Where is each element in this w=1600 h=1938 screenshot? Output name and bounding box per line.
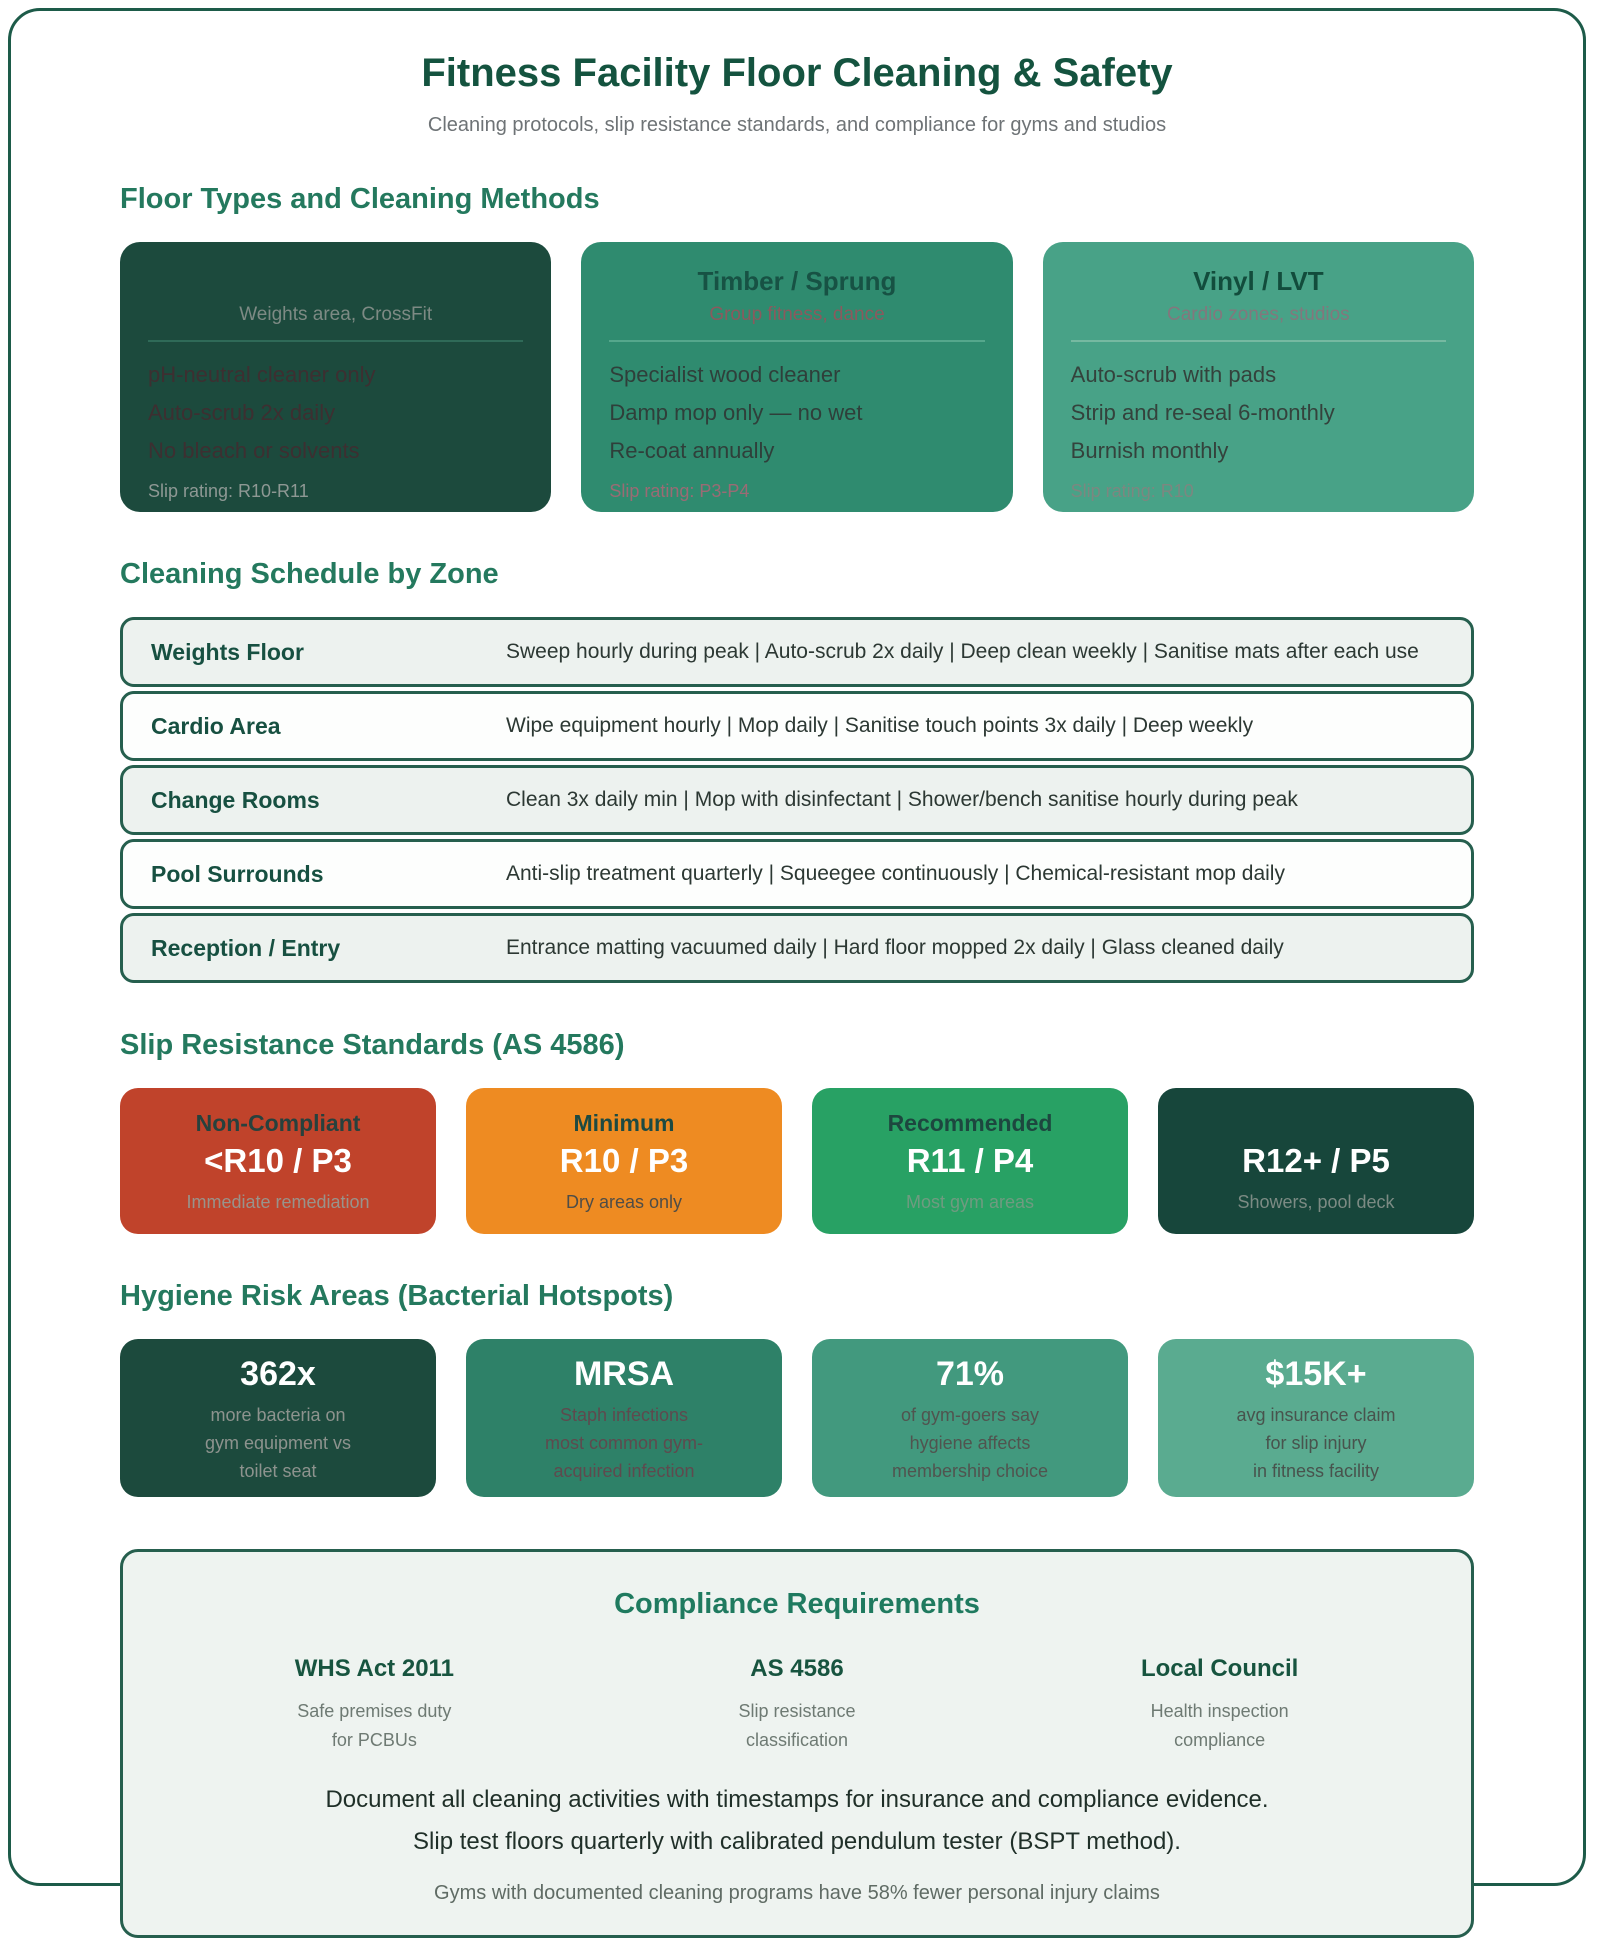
floor-card-audience: Weights area, CrossFit: [239, 304, 433, 325]
floor-card-item: Specialist wood cleaner: [609, 362, 841, 387]
floor-card-item: Auto-scrub 2x daily: [148, 399, 336, 425]
zone-tasks: Anti-slip treatment quarterly | Squeegee…: [506, 862, 1285, 885]
page-content: Fitness Facility Floor Cleaning & Safety…: [11, 51, 1583, 1938]
compliance-column-as4586: AS 4586 Slip resistance classification: [586, 1655, 1009, 1755]
slip-card-label: [1158, 1110, 1474, 1138]
hygiene-caption: more bacteria on gym equipment vs toilet…: [204, 1405, 352, 1481]
compliance-column-title: WHS Act 2011: [294, 1655, 454, 1682]
compliance-columns: WHS Act 2011 Safe premises duty for PCBU…: [163, 1655, 1431, 1755]
slip-card-note: Showers, pool deck: [1237, 1192, 1395, 1212]
slip-card-rating: R12+ / P5: [1242, 1142, 1390, 1179]
slip-card-recommended: Recommended R11 / P4 Most gym areas: [812, 1088, 1128, 1234]
slip-card-label: Non-Compliant: [195, 1110, 361, 1136]
floor-card-vinyl: Vinyl / LVT Cardio zones, studios Auto-s…: [1042, 242, 1474, 512]
compliance-column-caption: Safe premises duty for PCBUs: [297, 1701, 452, 1750]
compliance-column-caption: Slip resistance classification: [738, 1701, 856, 1750]
floor-card-item: Damp mop only — no wet: [609, 399, 863, 425]
section-heading-slip-standards: Slip Resistance Standards (AS 4586): [120, 1029, 625, 1061]
zone-label: Reception / Entry: [151, 934, 341, 961]
hygiene-card-mrsa: MRSA Staph infections most common gym- a…: [466, 1339, 782, 1497]
floor-card-item: Re-coat annually: [609, 437, 775, 463]
slip-card-note: Immediate remediation: [186, 1192, 370, 1212]
hygiene-stat: MRSA: [573, 1355, 675, 1393]
compliance-column-caption: Health inspection compliance: [1150, 1701, 1289, 1750]
floor-card-slip-rating: Slip rating: R10-R11: [148, 481, 309, 502]
hygiene-caption: avg insurance claim for slip injury in f…: [1236, 1405, 1396, 1481]
floor-card-item: Auto-scrub with pads: [1070, 362, 1277, 387]
compliance-panel: Compliance Requirements WHS Act 2011 Saf…: [120, 1549, 1474, 1938]
hygiene-card-membership: 71% of gym-goers say hygiene affects mem…: [812, 1339, 1128, 1497]
floor-type-grid: Weights area, CrossFit pH-neutral cleane…: [120, 242, 1474, 512]
slip-card-minimum: Minimum R10 / P3 Dry areas only: [466, 1088, 782, 1234]
schedule-row-pool-surrounds: Pool Surrounds Anti-slip treatment quart…: [120, 839, 1474, 909]
schedule-row-weights-floor: Weights Floor Sweep hourly during peak |…: [120, 617, 1474, 687]
slip-card-non-compliant: Non-Compliant <R10 / P3 Immediate remedi…: [120, 1088, 436, 1234]
hygiene-stat: 362x: [240, 1355, 316, 1393]
hygiene-card-insurance: $15K+ avg insurance claim for slip injur…: [1158, 1339, 1474, 1497]
hygiene-card-bacteria: 362x more bacteria on gym equipment vs t…: [120, 1339, 436, 1497]
floor-card-item: pH-neutral cleaner only: [148, 362, 376, 387]
hygiene-stat: $15K+: [1265, 1355, 1367, 1393]
floor-card-audience: Cardio zones, studios: [1166, 304, 1350, 325]
compliance-column-title: AS 4586: [750, 1655, 844, 1682]
slip-standards-grid: Non-Compliant <R10 / P3 Immediate remedi…: [120, 1088, 1474, 1234]
hygiene-caption: Staph infections most common gym- acquir…: [544, 1405, 704, 1481]
floor-card-audience: Group fitness, dance: [709, 304, 885, 325]
zone-tasks: Clean 3x daily min | Mop with disinfecta…: [506, 788, 1298, 811]
schedule-row-reception-entry: Reception / Entry Entrance matting vacuu…: [120, 913, 1474, 983]
schedule-row-change-rooms: Change Rooms Clean 3x daily min | Mop wi…: [120, 765, 1474, 835]
page-card: Fitness Facility Floor Cleaning & Safety…: [8, 8, 1586, 1938]
floor-card-rubber: Weights area, CrossFit pH-neutral cleane…: [120, 242, 552, 512]
schedule-row-cardio-area: Cardio Area Wipe equipment hourly | Mop …: [120, 691, 1474, 761]
section-heading-hygiene: Hygiene Risk Areas (Bacterial Hotspots): [120, 1280, 674, 1312]
zone-tasks: Sweep hourly during peak | Auto-scrub 2x…: [506, 640, 1419, 663]
hygiene-caption: of gym-goers say hygiene affects members…: [891, 1405, 1049, 1481]
compliance-note: Slip test floors quarterly with calibrat…: [413, 1828, 1181, 1856]
floor-card-timber: Timber / Sprung Group fitness, dance Spe…: [581, 242, 1013, 512]
zone-label: Change Rooms: [151, 786, 320, 813]
slip-card-note: Dry areas only: [565, 1192, 683, 1212]
compliance-column-council: Local Council Health inspection complian…: [1008, 1655, 1431, 1755]
divider: [1070, 340, 1446, 342]
page-subtitle: Cleaning protocols, slip resistance stan…: [427, 114, 1167, 136]
slip-card-label: Recommended: [887, 1110, 1053, 1136]
zone-label: Pool Surrounds: [151, 860, 324, 887]
compliance-note: Document all cleaning activities with ti…: [325, 1785, 1269, 1813]
hygiene-grid: 362x more bacteria on gym equipment vs t…: [120, 1339, 1474, 1497]
floor-card-item: Burnish monthly: [1070, 437, 1229, 463]
slip-card-note: Most gym areas: [905, 1192, 1035, 1212]
zone-tasks: Entrance matting vacuumed daily | Hard f…: [506, 936, 1284, 959]
section-heading-schedule: Cleaning Schedule by Zone: [120, 558, 499, 590]
compliance-footnote: Gyms with documented cleaning programs h…: [434, 1882, 1160, 1905]
zone-label: Cardio Area: [151, 712, 281, 739]
zone-tasks: Wipe equipment hourly | Mop daily | Sani…: [506, 714, 1254, 737]
divider: [148, 340, 524, 342]
floor-card-slip-rating: Slip rating: P3-P4: [609, 481, 750, 502]
floor-card-item: No bleach or solvents: [148, 437, 360, 463]
divider: [609, 340, 985, 342]
compliance-column-whs: WHS Act 2011 Safe premises duty for PCBU…: [163, 1655, 586, 1755]
floor-card-title: [148, 266, 523, 298]
floor-card-slip-rating: Slip rating: R10: [1070, 481, 1194, 502]
slip-card-rating: R10 / P3: [559, 1142, 689, 1179]
compliance-column-title: Local Council: [1140, 1655, 1299, 1682]
floor-card-title: Timber / Sprung: [697, 266, 897, 296]
slip-card-label: Minimum: [573, 1110, 675, 1136]
slip-card-rating: R11 / P4: [906, 1142, 1034, 1179]
section-heading-floor-types: Floor Types and Cleaning Methods: [120, 183, 600, 215]
floor-card-title: Vinyl / LVT: [1193, 266, 1324, 296]
slip-card-premium: R12+ / P5 Showers, pool deck: [1158, 1088, 1474, 1234]
zone-label: Weights Floor: [151, 638, 304, 665]
slip-card-rating: <R10 / P3: [204, 1142, 352, 1179]
page-title: Fitness Facility Floor Cleaning & Safety: [421, 51, 1173, 95]
floor-card-item: Strip and re-seal 6-monthly: [1070, 399, 1335, 425]
hygiene-stat: 71%: [935, 1355, 1005, 1393]
compliance-heading: Compliance Requirements: [614, 1588, 980, 1620]
